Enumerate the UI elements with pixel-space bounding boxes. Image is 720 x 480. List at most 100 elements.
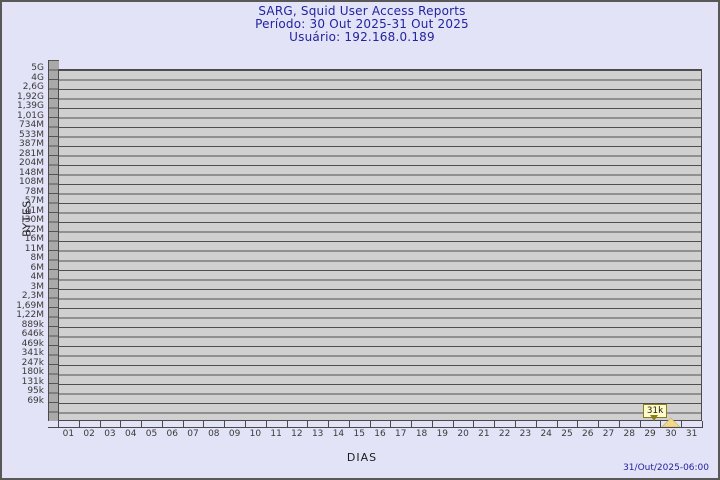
x-axis-tick <box>432 421 433 428</box>
x-axis-tick <box>640 421 641 428</box>
y-axis-tick-label: 1,92G <box>16 91 44 102</box>
x-axis-tick <box>473 421 474 428</box>
x-axis-tick-label: 21 <box>478 429 490 439</box>
x-axis-tick <box>681 421 682 428</box>
x-axis-tick <box>245 421 246 428</box>
horizontal-gridlines <box>59 70 701 420</box>
x-axis-tick <box>453 421 454 428</box>
x-axis-tick-label: 30 <box>665 429 677 439</box>
x-axis-tick-label: 19 <box>436 429 449 439</box>
x-axis-title: DIAS <box>346 451 378 464</box>
y-axis-tick-label: 131k <box>21 376 44 387</box>
y-axis-tick-label: 1,39G <box>16 101 44 112</box>
x-axis-tick <box>370 421 371 428</box>
y-axis-tick-label: 469k <box>21 338 44 349</box>
y-axis-tick-label: 41M <box>24 205 44 216</box>
x-axis-tick-label: 05 <box>145 429 158 439</box>
x-axis-tick-labels: 01 02 03 04 05 06 07 08 09 10 11 12 13 14 15 16 17 18 19 20… <box>2 429 718 441</box>
x-axis-tick <box>494 421 495 428</box>
y-axis-tick-label: 387M <box>19 139 44 150</box>
x-axis-tick-label: 14 <box>332 429 345 439</box>
x-axis-tick <box>266 421 267 428</box>
x-axis-tick-label: 01 <box>62 429 75 439</box>
y-axis-tick-label: 16M <box>24 234 44 245</box>
x-axis-tick-label: 23 <box>519 429 532 439</box>
x-axis-tick <box>577 421 578 428</box>
x-axis-tick-label: 02 <box>83 429 95 439</box>
report-user: Usuário: 192.168.0.189 <box>289 30 435 44</box>
y-axis-tick-label: 6M <box>30 262 45 273</box>
x-axis-tick <box>411 421 412 428</box>
x-axis-tick-label: 04 <box>124 429 137 439</box>
x-axis-tick <box>162 421 163 428</box>
y-axis-tick-label: 734M <box>19 120 44 131</box>
x-axis-tick-label: 28 <box>623 429 635 439</box>
x-axis-tick <box>702 421 703 428</box>
x-axis-tick <box>598 421 599 428</box>
x-axis-tick <box>349 421 350 428</box>
x-axis-tick-label: 31 <box>685 429 698 439</box>
y-axis-tick-label: 22M <box>24 224 44 235</box>
y-axis-tick-label: 646k <box>21 329 44 340</box>
generation-timestamp: 31/Out/2025-06:00 <box>623 463 709 473</box>
y-axis-tick-label: 533M <box>19 129 44 140</box>
x-axis-tick <box>287 421 288 428</box>
x-axis-tick <box>328 421 329 428</box>
y-axis-tick-label: 4G <box>31 72 44 83</box>
x-axis-tick <box>58 421 59 428</box>
y-axis-tick-label: 1,22M <box>16 310 44 321</box>
y-axis-tick-label: 889k <box>21 319 44 330</box>
y-axis-tick-label: 341k <box>21 348 44 359</box>
y-axis-tick-label: 1,01G <box>16 110 44 121</box>
x-axis-tick-label: 13 <box>311 429 324 439</box>
plot-left-bevel <box>48 60 59 421</box>
x-axis-tick-label: 08 <box>208 429 220 439</box>
x-axis-tick-label: 03 <box>104 429 116 439</box>
x-axis-tick-label: 10 <box>249 429 262 439</box>
x-axis-tick-label: 26 <box>582 429 594 439</box>
y-axis-tick-label: 5G <box>31 63 44 73</box>
y-axis-tick-label: 2,6G <box>22 82 44 93</box>
x-axis-tick-label: 11 <box>270 429 282 439</box>
x-axis-tick-label: 12 <box>291 429 303 439</box>
y-axis-tick-label: 1,69M <box>16 300 44 311</box>
callout-pointer-icon <box>650 415 658 421</box>
y-axis-tick-label: 4M <box>30 272 45 283</box>
x-axis-tick-label: 18 <box>415 429 428 439</box>
x-axis-tick-label: 16 <box>374 429 386 439</box>
x-axis-tick <box>141 421 142 428</box>
y-axis-tick-label: 30M <box>24 215 44 226</box>
x-axis-tick-label: 22 <box>498 429 511 439</box>
x-axis-tick <box>307 421 308 428</box>
chart-title-block: SARG, Squid User Access Reports Período:… <box>2 4 718 44</box>
x-axis-tick <box>557 421 558 428</box>
x-axis-tick <box>390 421 391 428</box>
y-axis-tick-label: 148M <box>19 167 44 178</box>
y-axis-tick-labels: 5G 4G 2,6G 1,92G 1,39G 1,01G 734M 533M 387M 281M 2… <box>2 60 46 421</box>
y-axis-tick-label: 3M <box>30 281 45 292</box>
y-axis-tick-label: 11M <box>24 243 44 254</box>
x-axis-tick-label: 20 <box>457 429 469 439</box>
x-axis-tick <box>79 421 80 428</box>
x-axis-tick <box>100 421 101 428</box>
y-axis-tick-label: 180k <box>21 367 44 378</box>
x-axis-tick-label: 17 <box>395 429 407 439</box>
x-axis-tick-label: 07 <box>187 429 199 439</box>
y-axis-tick-label: 78M <box>24 186 44 197</box>
page-title: SARG, Squid User Access Reports <box>258 4 466 18</box>
x-axis-tick-label: 24 <box>540 429 552 439</box>
x-axis-tick <box>515 421 516 428</box>
x-axis-tick <box>183 421 184 428</box>
x-axis-ticks <box>2 421 718 429</box>
x-axis-tick <box>120 421 121 428</box>
plot-area <box>58 69 702 421</box>
y-axis-tick-label: 57M <box>24 196 44 207</box>
y-axis-tick-label: 2,3M <box>21 291 44 302</box>
x-axis-tick-label: 29 <box>644 429 656 439</box>
x-axis-tick-label: 09 <box>228 429 241 439</box>
x-axis-tick <box>660 421 661 428</box>
x-axis-tick-label: 25 <box>561 429 573 439</box>
x-axis-tick <box>536 421 537 428</box>
y-axis-tick-label: 281M <box>19 148 44 159</box>
